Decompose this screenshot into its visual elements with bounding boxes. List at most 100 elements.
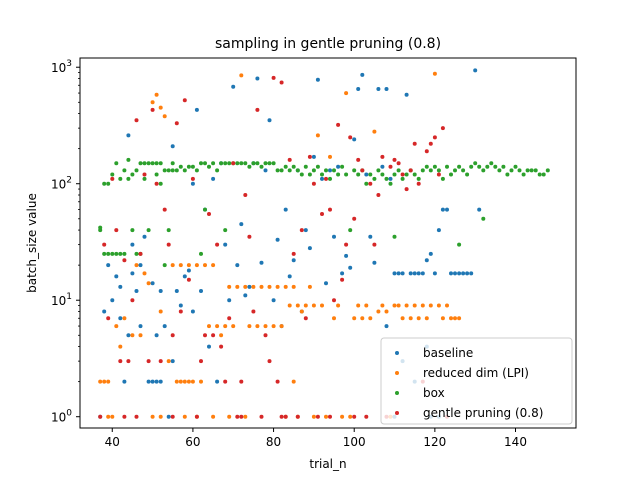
data-point [122,258,127,263]
data-point [332,298,336,303]
data-point [481,216,486,221]
data-point [291,379,296,384]
data-point [412,172,417,177]
data-point [372,129,377,134]
data-point [102,181,107,186]
data-point [328,176,332,181]
data-point [336,303,341,308]
data-point [271,324,276,329]
data-point [432,71,437,76]
data-point [150,281,155,286]
data-point [505,172,510,177]
y-tick-label: 101 [51,292,72,308]
data-point [186,268,191,273]
data-point [315,133,320,138]
data-point [364,172,369,177]
data-point [154,379,159,384]
data-point [416,316,421,321]
data-point [271,298,276,303]
data-point [332,234,336,239]
data-point [344,242,349,247]
data-point [178,309,183,314]
data-point [146,379,151,384]
data-point [102,242,107,247]
data-point [461,271,466,276]
data-point [126,359,131,364]
data-point [287,157,292,162]
data-point [170,263,175,268]
data-point [98,414,103,419]
data-point [207,344,211,349]
data-point [384,87,389,91]
data-point [303,303,308,308]
data-point [473,68,478,73]
data-point [315,77,320,82]
data-point [457,271,462,276]
data-point [106,379,111,384]
data-point [243,193,248,197]
data-point [420,168,425,173]
data-point [271,161,276,166]
data-point [118,316,123,321]
data-point [150,107,155,112]
data-point [158,309,163,314]
data-point [384,309,389,314]
data-point [170,168,175,173]
data-point [320,176,324,181]
data-point [501,164,506,169]
data-point [340,277,345,282]
data-point [106,316,111,321]
data-point [178,379,183,384]
data-point [102,309,107,314]
data-point [215,379,220,384]
legend-marker [395,411,399,415]
data-point [380,172,385,177]
data-point [412,141,417,146]
data-point [283,164,288,169]
data-point [380,303,385,308]
data-point [412,303,417,308]
x-tick-label: 100 [343,435,366,449]
data-point [465,172,470,177]
data-point [235,263,240,268]
data-point [259,284,264,289]
data-point [432,135,437,140]
data-point [271,75,276,80]
data-point [247,284,252,289]
data-point [211,333,216,338]
data-point [126,157,131,162]
data-point [372,242,377,247]
data-point [130,298,135,303]
data-point [440,176,445,181]
legend: baseline reduced dim (LPI) box gentle pruni… [380,337,573,425]
data-point [521,172,526,177]
data-point [110,414,115,419]
data-point [352,137,357,142]
data-point [356,172,361,177]
data-point [194,414,199,419]
data-point [485,164,490,169]
data-point [138,251,143,256]
data-point [259,414,264,419]
data-point [457,316,462,321]
data-point [457,164,462,169]
data-point [315,164,320,169]
data-point [219,344,224,349]
data-point [211,176,216,181]
data-point [211,263,216,268]
data-point [239,222,244,227]
data-point [134,289,139,293]
data-point [348,265,353,270]
data-point [303,164,308,169]
data-point [400,316,405,321]
data-point [348,414,353,419]
data-point [110,298,115,303]
data-point [388,176,393,181]
data-point [239,161,244,166]
y-tick-label: 100 [51,409,72,425]
data-point [352,316,357,321]
data-point [142,234,147,239]
data-point [408,271,413,276]
y-axis-title: batch_size value [25,193,39,293]
data-point [356,157,361,162]
